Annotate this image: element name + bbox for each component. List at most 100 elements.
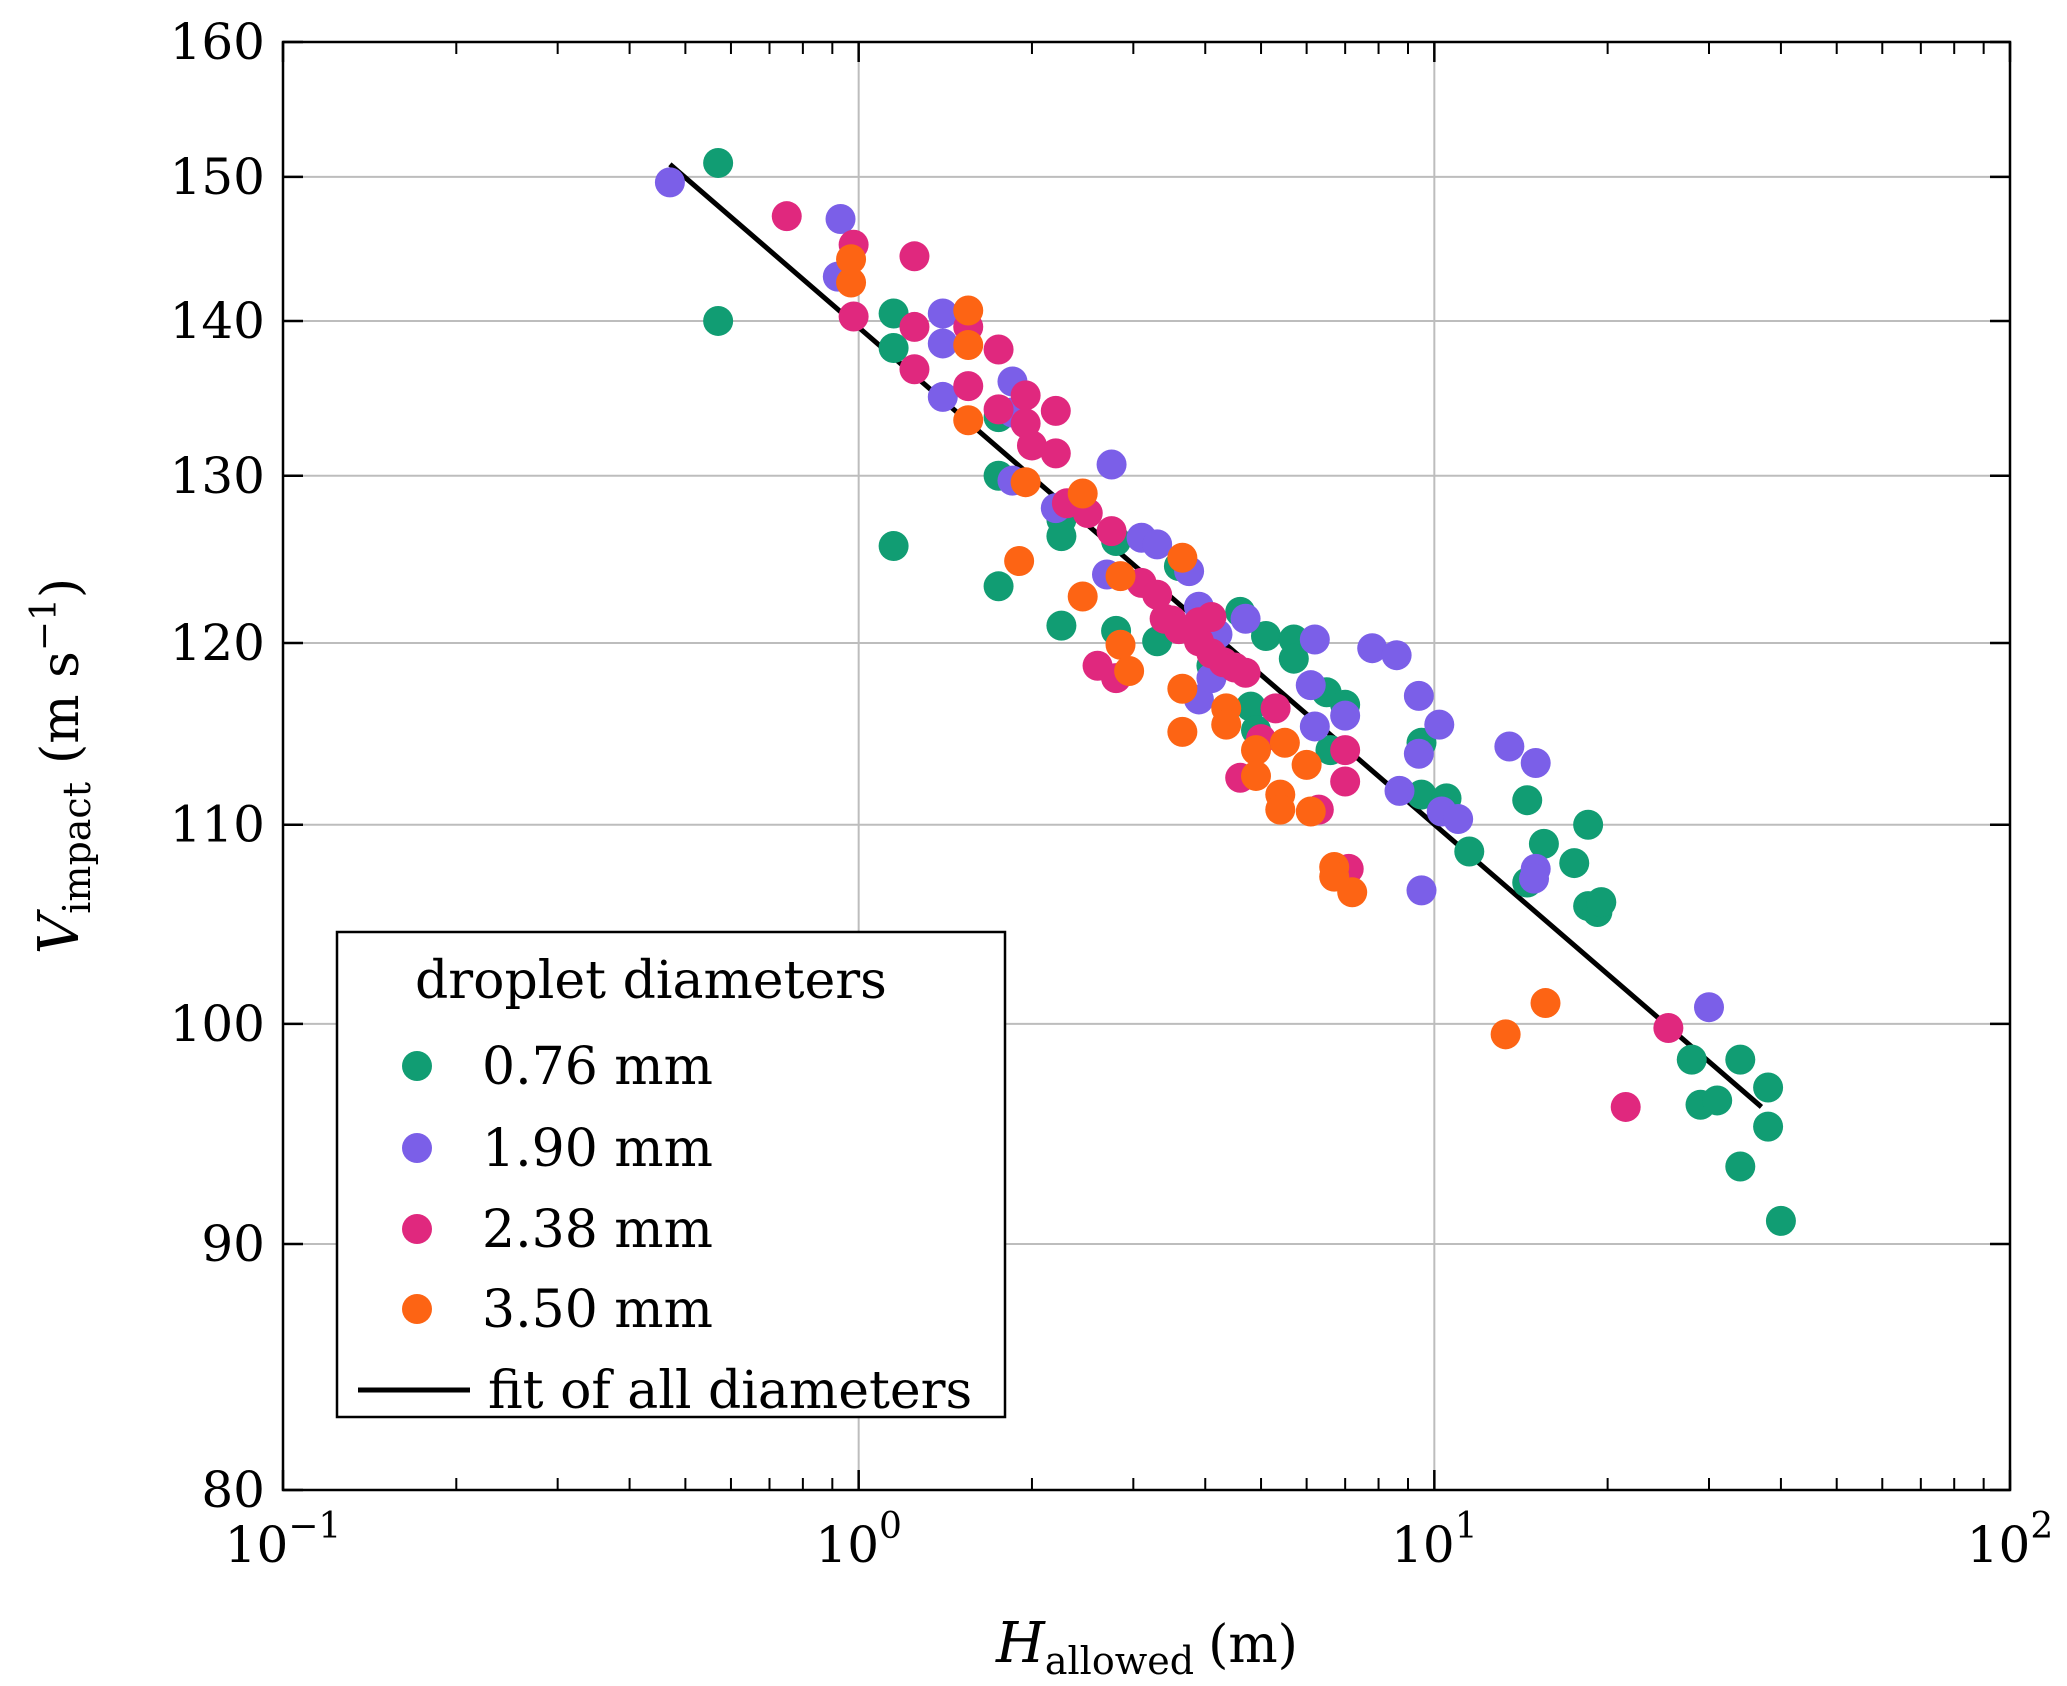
data-point: [1573, 809, 1604, 840]
data-point: [1330, 735, 1361, 766]
x-tick-labels: 10−1 100 101 102: [225, 1506, 2054, 1574]
data-point: [1016, 430, 1047, 461]
data-point: [836, 267, 867, 298]
data-point: [899, 354, 930, 385]
legend-marker-2-38mm: [402, 1214, 432, 1244]
data-point: [1454, 836, 1485, 867]
data-point: [1693, 992, 1724, 1023]
data-point: [953, 329, 984, 360]
x-tick-exponent: −1: [288, 1506, 341, 1547]
x-tick-label: 101: [1391, 1506, 1478, 1574]
y-tick-label: 80: [201, 1461, 265, 1519]
data-point: [1702, 1085, 1733, 1116]
legend-title: droplet diameters: [415, 951, 887, 1011]
series-2-38-mm: [771, 201, 1684, 1122]
x-tick-label: 100: [815, 1506, 902, 1574]
data-point: [1010, 380, 1041, 411]
data-point: [1494, 731, 1525, 762]
data-point: [1299, 711, 1330, 742]
data-point: [1586, 887, 1617, 918]
y-tick-label: 120: [170, 614, 265, 672]
data-point: [1167, 673, 1198, 704]
x-tick-label: 102: [1967, 1506, 2054, 1574]
x-tick-base: 10: [225, 1516, 289, 1574]
data-point: [1406, 875, 1437, 906]
y-axis-unit-sup: −1: [24, 598, 65, 651]
data-point: [983, 334, 1014, 365]
data-point: [1067, 581, 1098, 612]
x-tick-exponent: 2: [2030, 1506, 2053, 1547]
data-point: [1295, 796, 1326, 827]
data-point: [1403, 680, 1434, 711]
data-point: [899, 311, 930, 342]
y-tick-label: 140: [170, 292, 265, 350]
data-point: [927, 298, 958, 329]
data-point: [1040, 438, 1071, 469]
x-axis-sub: allowed: [1045, 1639, 1194, 1683]
data-point: [1753, 1111, 1784, 1142]
y-tick-label: 130: [170, 447, 265, 505]
y-tick-label: 90: [201, 1215, 265, 1273]
data-point: [836, 244, 867, 275]
data-point: [1753, 1072, 1784, 1103]
data-point: [1040, 395, 1071, 426]
data-point: [1443, 804, 1474, 835]
data-point: [1046, 610, 1077, 641]
x-axis-var: H: [995, 1611, 1046, 1676]
legend-label-1-90mm: 1.90 mm: [482, 1119, 713, 1179]
data-point: [1010, 467, 1041, 498]
data-point: [878, 531, 909, 562]
x-axis-title: Hallowed (m): [995, 1611, 1298, 1683]
data-point: [1235, 691, 1266, 722]
y-axis-var: V: [27, 908, 92, 954]
legend-label-fit: fit of all diameters: [488, 1361, 972, 1421]
data-point: [1260, 693, 1291, 724]
data-point: [1004, 546, 1035, 577]
data-point: [1167, 542, 1198, 573]
data-point: [983, 571, 1014, 602]
x-tick-exponent: 1: [1455, 1506, 1478, 1547]
y-axis-unit-close: ): [31, 578, 91, 598]
data-point: [878, 332, 909, 363]
data-point: [1046, 521, 1077, 552]
data-point: [1230, 657, 1261, 688]
data-point: [953, 371, 984, 402]
data-point: [1096, 516, 1127, 547]
data-point: [771, 201, 802, 232]
y-tick-label: 150: [170, 148, 265, 206]
data-point: [1653, 1013, 1684, 1044]
x-tick-base: 10: [815, 1516, 879, 1574]
data-point: [1530, 988, 1561, 1019]
series-3-50-mm: [836, 244, 1561, 1050]
legend-marker-1-90mm: [402, 1133, 432, 1163]
data-point: [927, 381, 958, 412]
data-point: [1520, 747, 1551, 778]
data-point: [1240, 760, 1271, 791]
y-tick-label: 100: [170, 995, 265, 1053]
x-axis-unit: (m): [1208, 1615, 1298, 1675]
data-point: [1142, 579, 1173, 610]
data-point: [1725, 1151, 1756, 1182]
legend-label-2-38mm: 2.38 mm: [482, 1200, 713, 1260]
data-point: [983, 394, 1014, 425]
data-point: [1295, 670, 1326, 701]
legend-label-0-76mm: 0.76 mm: [482, 1037, 713, 1097]
data-point: [1381, 640, 1412, 671]
data-point: [899, 241, 930, 272]
data-point: [825, 204, 856, 235]
legend-box: [335, 930, 1007, 1419]
data-point: [927, 328, 958, 359]
data-point: [1114, 656, 1145, 687]
data-point: [1384, 775, 1415, 806]
data-point: [1424, 709, 1455, 740]
y-axis-unit-main: (m s: [31, 651, 91, 764]
data-point: [1278, 643, 1309, 674]
data-point: [1337, 877, 1368, 908]
data-point: [953, 405, 984, 436]
x-tick-base: 10: [1391, 1516, 1455, 1574]
x-tick-exponent: 0: [879, 1506, 902, 1547]
data-point: [838, 301, 869, 332]
data-point: [1265, 794, 1296, 825]
